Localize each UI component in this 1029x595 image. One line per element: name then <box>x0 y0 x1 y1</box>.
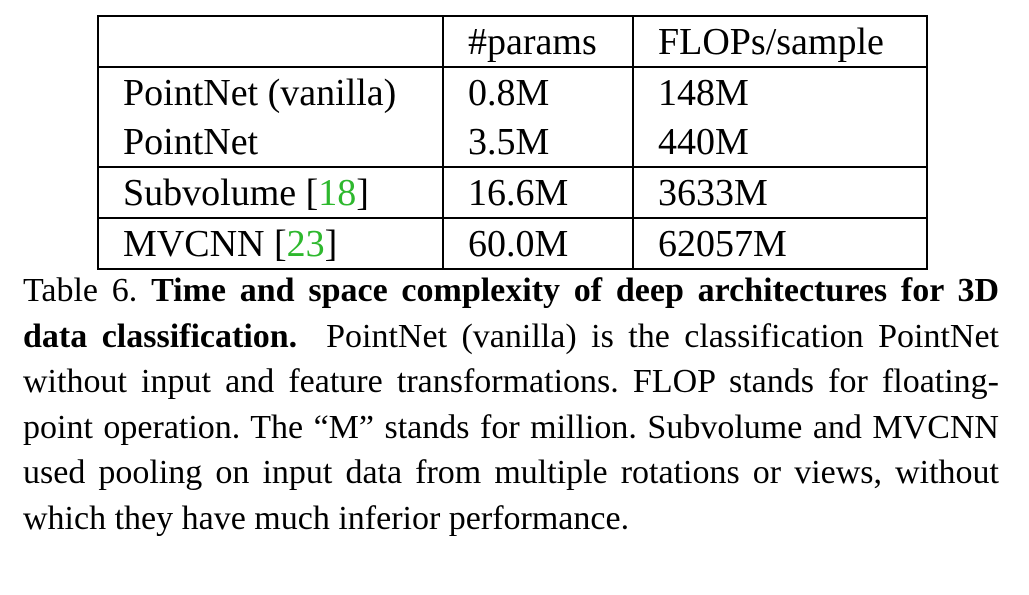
table-caption: Table 6. Time and space complexity of de… <box>23 268 999 541</box>
model-name-cell: Subvolume [18] <box>97 167 443 219</box>
caption-body: PointNet (vanilla) is the classification… <box>23 317 1000 537</box>
params-cell: 16.6M <box>442 167 633 219</box>
model-name: Subvolume <box>123 171 306 214</box>
complexity-table-container: #params FLOPs/sample PointNet (vanilla) … <box>97 15 928 270</box>
header-cell-flops: FLOPs/sample <box>632 15 928 68</box>
flops-cell: 148M <box>632 67 928 117</box>
header-cell-empty <box>97 15 443 68</box>
flops-cell: 62057M <box>632 218 928 270</box>
table-header-row: #params FLOPs/sample <box>97 15 928 68</box>
citation-link-23[interactable]: 23 <box>286 222 325 265</box>
params-cell: 0.8M <box>442 67 633 117</box>
table-row: PointNet 3.5M 440M <box>97 117 928 168</box>
caption-label: Table 6. <box>23 272 152 309</box>
model-name-cell: MVCNN [23] <box>97 218 443 270</box>
params-cell: 3.5M <box>442 117 633 168</box>
table-row: PointNet (vanilla) 0.8M 148M <box>97 67 928 117</box>
model-name-cell: PointNet (vanilla) <box>97 67 443 117</box>
model-name: PointNet <box>123 120 259 163</box>
model-name-cell: PointNet <box>97 117 443 168</box>
header-cell-params: #params <box>442 15 633 68</box>
flops-cell: 3633M <box>632 167 928 219</box>
table-row: MVCNN [23] 60.0M 62057M <box>97 218 928 270</box>
params-cell: 60.0M <box>442 218 633 270</box>
table-row: Subvolume [18] 16.6M 3633M <box>97 167 928 219</box>
caption-title: Time and space complexity of deep archit… <box>23 272 999 355</box>
complexity-table: #params FLOPs/sample PointNet (vanilla) … <box>97 15 928 270</box>
flops-cell: 440M <box>632 117 928 168</box>
model-name: MVCNN <box>123 222 274 265</box>
model-name: PointNet (vanilla) <box>123 71 397 114</box>
citation-link-18[interactable]: 18 <box>318 171 357 214</box>
